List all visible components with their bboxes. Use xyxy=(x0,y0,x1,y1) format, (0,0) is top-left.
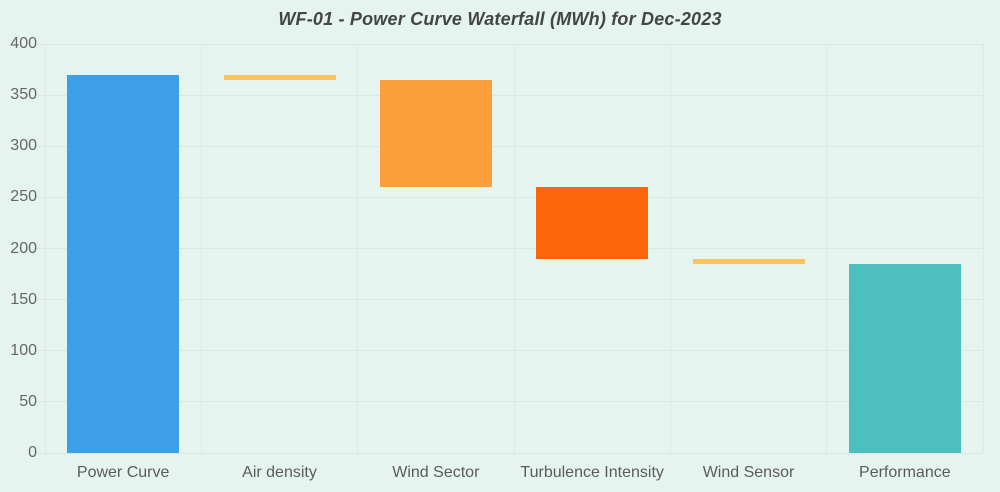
plot-area xyxy=(37,43,984,454)
h-gridline xyxy=(37,299,983,301)
bar-wind-sensor xyxy=(692,258,805,264)
y-tick-label: 200 xyxy=(10,239,37,257)
x-category-label-air-density: Air density xyxy=(242,464,317,481)
v-gridline xyxy=(357,44,359,453)
v-gridline xyxy=(982,44,984,453)
y-tick-label: 350 xyxy=(10,86,37,104)
h-gridline xyxy=(37,401,983,403)
x-category-label-wind-sector: Wind Sector xyxy=(392,464,480,481)
v-gridline xyxy=(44,44,46,453)
h-gridline xyxy=(37,248,983,249)
h-gridline xyxy=(37,452,983,454)
chart-title: WF-01 - Power Curve Waterfall (MWh) for … xyxy=(278,9,722,29)
bar-wind-sector xyxy=(379,79,492,188)
bar-air-density xyxy=(223,74,336,80)
v-gridline xyxy=(669,44,671,453)
bar-performance xyxy=(848,263,961,453)
h-gridline xyxy=(37,350,983,352)
v-gridline xyxy=(200,44,202,453)
v-gridline xyxy=(826,44,828,453)
x-category-label-wind-sensor: Wind Sensor xyxy=(702,464,795,481)
y-tick-label: 250 xyxy=(10,188,37,206)
y-tick-label: 150 xyxy=(10,290,37,308)
bar-turbulence-intensity xyxy=(536,187,649,259)
x-category-label-turbulence-intensity: Turbulence Intensity xyxy=(520,464,664,481)
y-tick-label: 100 xyxy=(10,341,37,359)
h-gridline xyxy=(37,196,983,198)
y-tick-label: 0 xyxy=(28,444,37,461)
v-gridline xyxy=(513,44,515,453)
y-tick-label: 50 xyxy=(19,392,37,410)
y-tick-label: 300 xyxy=(10,137,37,155)
y-tick-label: 400 xyxy=(10,35,37,52)
h-gridline xyxy=(37,94,983,96)
h-gridline xyxy=(37,43,983,45)
h-gridline xyxy=(37,145,983,147)
x-category-label-power-curve: Power Curve xyxy=(76,464,170,481)
x-category-label-performance: Performance xyxy=(859,464,951,481)
bar-power-curve xyxy=(67,74,180,453)
